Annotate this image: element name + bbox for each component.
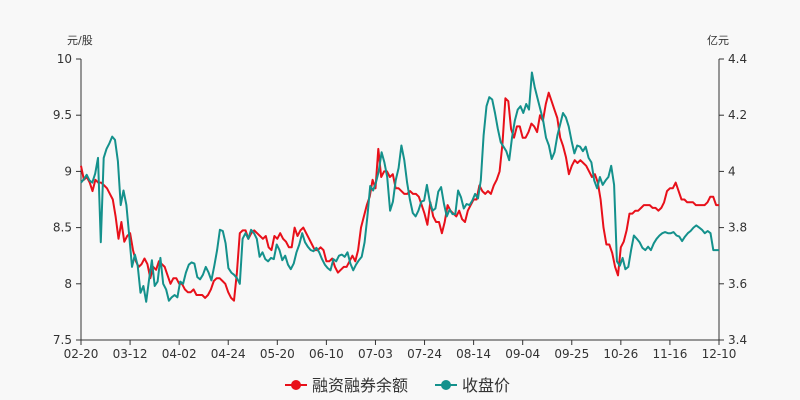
x-tick-label: 11-16: [652, 347, 687, 361]
right-tick-label: 3.6: [728, 277, 747, 291]
left-tick-label: 9.5: [53, 108, 72, 122]
x-tick-label: 10-26: [603, 347, 638, 361]
x-tick-label: 12-10: [702, 347, 737, 361]
x-tick-label: 04-24: [211, 347, 246, 361]
right-tick-label: 4.4: [728, 52, 747, 66]
legend: 融资融券余额 收盘价: [285, 376, 510, 395]
x-axis-ticks: 02-20 03-12 04-02 04-24 05-20 06-10 07-03 07-24…: [64, 340, 737, 361]
right-axis-ticks: 3.4 3.6 3.8 4 4.2 4.4: [719, 52, 747, 347]
left-tick-label: 7.5: [53, 333, 72, 347]
x-tick-label: 06-10: [309, 347, 344, 361]
legend-label-1: 收盘价: [462, 376, 510, 395]
x-tick-label: 09-04: [505, 347, 540, 361]
x-tick-label: 07-24: [407, 347, 442, 361]
right-tick-label: 3.8: [728, 221, 747, 235]
x-tick-label: 04-02: [162, 347, 197, 361]
right-tick-label: 3.4: [728, 333, 747, 347]
x-tick-label: 08-14: [456, 347, 491, 361]
left-axis-ticks: 7.5 8 8.5 9 9.5 10: [53, 52, 81, 347]
series-line-0: [80, 91, 719, 302]
x-tick-label: 02-20: [64, 347, 99, 361]
left-tick-label: 10: [57, 52, 72, 66]
legend-label-0: 融资融券余额: [312, 376, 408, 395]
x-tick-label: 03-12: [113, 347, 148, 361]
legend-marker-1: [441, 380, 451, 390]
series-layer: [80, 71, 719, 303]
x-tick-label: 05-20: [260, 347, 295, 361]
right-axis-unit: 亿元: [707, 34, 729, 47]
x-tick-label: 09-25: [554, 347, 589, 361]
right-tick-label: 4: [728, 164, 736, 178]
left-tick-label: 9: [64, 164, 72, 178]
left-tick-label: 8: [64, 277, 72, 291]
legend-marker-0: [291, 380, 301, 390]
left-tick-label: 8.5: [53, 221, 72, 235]
x-tick-label: 07-03: [358, 347, 393, 361]
series-line-1: [80, 71, 719, 303]
right-tick-label: 4.2: [728, 108, 747, 122]
left-axis-unit: 元/股: [67, 34, 93, 47]
